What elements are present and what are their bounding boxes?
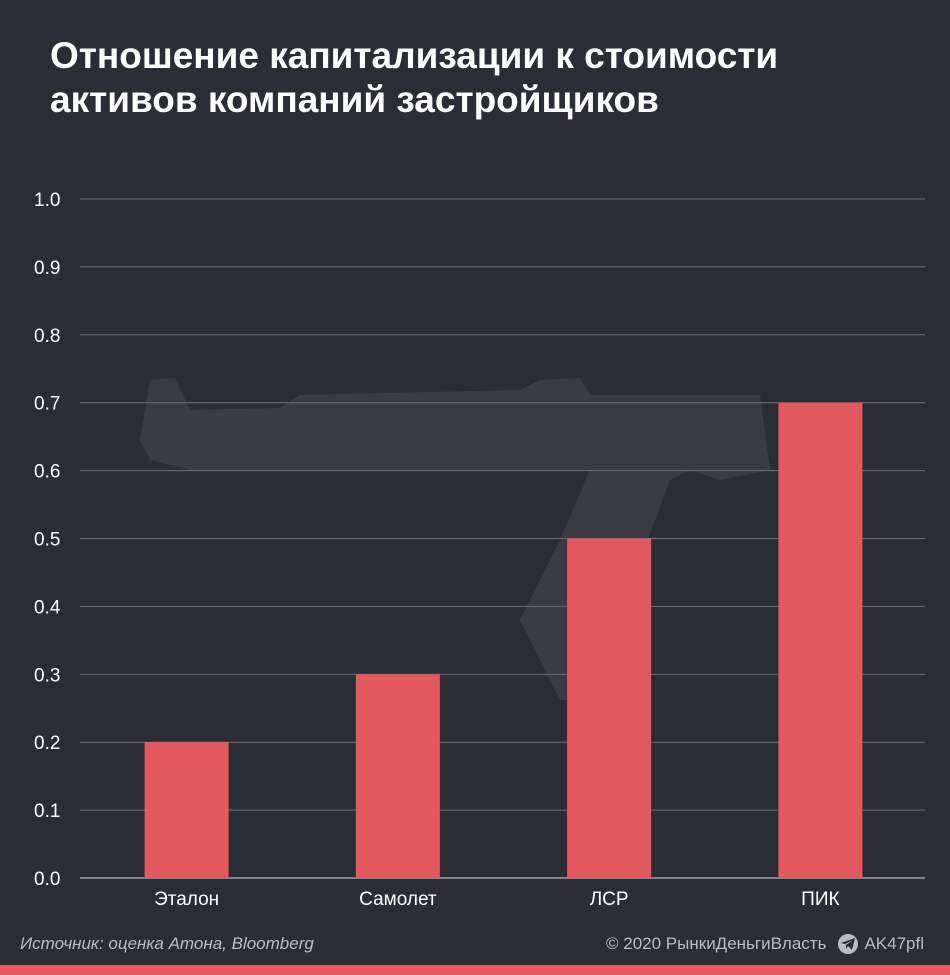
y-tick-label: 0.5	[34, 530, 60, 551]
x-tick-label: Эталон	[154, 889, 219, 910]
y-tick-label: 0.0	[34, 869, 60, 890]
bottom-accent-strip	[0, 965, 950, 975]
source-note: Источник: оценка Атона, Bloomberg	[20, 934, 314, 953]
bar-3	[567, 538, 652, 878]
y-tick-label: 0.3	[34, 665, 60, 686]
copyright-block: © 2020 РынкиДеньгиВласть AK47pfl	[606, 934, 924, 954]
x-tick-label: ЛСР	[590, 889, 629, 910]
y-tick-label: 0.4	[34, 597, 61, 618]
channel-name[interactable]: AK47pfl	[864, 934, 924, 953]
y-tick-label: 0.1	[34, 801, 60, 822]
copyright-text: © 2020 РынкиДеньгиВласть	[606, 934, 827, 953]
bar-2	[355, 674, 440, 878]
bar-1	[144, 742, 229, 878]
bar-4	[778, 402, 863, 878]
y-tick-label: 0.8	[34, 326, 60, 347]
chart-title: Отношение капитализации к стоимости акти…	[50, 34, 910, 122]
x-tick-label: Самолет	[359, 889, 437, 910]
y-tick-label: 0.9	[34, 258, 60, 279]
y-tick-label: 1.0	[34, 190, 60, 211]
telegram-icon	[838, 934, 859, 954]
y-tick-label: 0.7	[34, 394, 60, 415]
y-tick-label: 0.2	[34, 733, 60, 754]
y-tick-label: 0.6	[34, 462, 60, 483]
x-tick-label: ПИК	[801, 889, 839, 910]
chart-title-line-2: активов компаний застройщиков	[50, 79, 659, 120]
chart-title-line-1: Отношение капитализации к стоимости	[50, 35, 779, 76]
